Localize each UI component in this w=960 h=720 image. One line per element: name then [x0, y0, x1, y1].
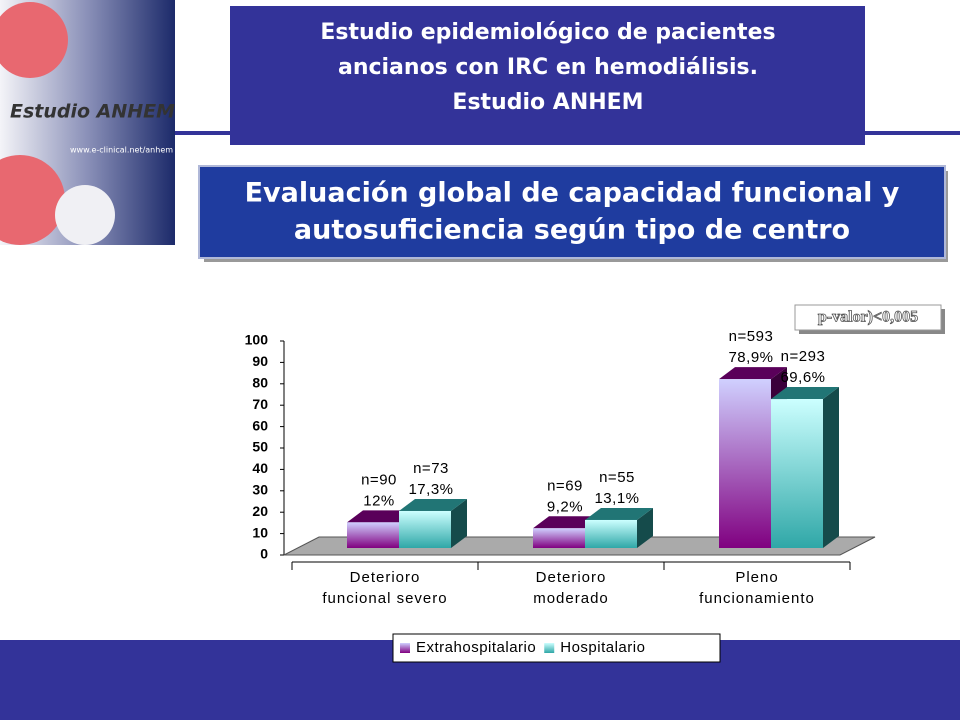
- y-tick-label: 50: [252, 439, 268, 455]
- value-label: 13,1%: [594, 490, 639, 507]
- annotation-box: [794, 304, 942, 331]
- legend-label: Hospitalario: [560, 639, 645, 656]
- logo-url: www.e-clinical.net/anhem: [70, 146, 173, 155]
- subtitle-box: [198, 165, 946, 259]
- bar-side: [637, 507, 653, 548]
- n-label: n=90: [361, 471, 397, 488]
- x-tick-label: Pleno: [735, 569, 778, 586]
- y-tick-label: 40: [252, 460, 268, 476]
- legend-label: Extrahospitalario: [416, 639, 536, 656]
- x-tick-label: Deterioro: [350, 569, 421, 586]
- bar-top: [585, 507, 653, 520]
- value-label: 9,2%: [547, 498, 583, 515]
- value-label: 78,9%: [728, 349, 773, 366]
- n-label: n=73: [413, 460, 449, 477]
- bar-side: [451, 498, 467, 548]
- x-tick-label: moderado: [533, 590, 609, 607]
- legend-swatch: [400, 643, 410, 653]
- y-tick-label: 60: [252, 417, 268, 433]
- y-tick-label: 0: [260, 546, 268, 562]
- n-label: n=69: [547, 477, 583, 494]
- logo: Estudio ANHEM www.e-clinical.net/anhem: [0, 0, 175, 245]
- x-tick-label: funcionamiento: [699, 590, 815, 607]
- y-tick-label: 10: [252, 524, 268, 540]
- bar: [399, 498, 467, 548]
- n-label: n=593: [729, 328, 774, 345]
- y-tick-label: 100: [245, 332, 269, 348]
- value-label: 12%: [363, 492, 395, 509]
- logo-shape: [55, 185, 115, 245]
- logo-title: Estudio ANHEM: [10, 101, 175, 123]
- bar-front: [585, 519, 637, 548]
- bar-side: [823, 387, 839, 548]
- y-tick-label: 70: [252, 396, 268, 412]
- bar-front: [771, 399, 823, 548]
- header-box: [230, 6, 865, 145]
- subtitle: autosuficiencia según tipo de centro: [294, 215, 850, 246]
- header-title: Estudio ANHEM: [452, 90, 643, 115]
- y-tick-label: 80: [252, 375, 268, 391]
- y-tick-label: 90: [252, 353, 268, 369]
- x-tick-label: funcional severo: [322, 590, 447, 607]
- value-label: 69,6%: [780, 369, 825, 386]
- bar-top: [347, 510, 415, 523]
- bar-front: [399, 510, 451, 548]
- legend-box: [392, 633, 721, 663]
- bar-front: [719, 379, 771, 548]
- bar: [771, 387, 839, 548]
- bar-top: [533, 516, 601, 529]
- logo-shape: [0, 2, 68, 78]
- annotation: p-valor)<0,005: [818, 309, 918, 326]
- bar-front: [347, 522, 399, 548]
- y-tick-label: 30: [252, 482, 268, 498]
- chart: 0 10 20 30 40 50 60 70 80 90 100 Deterioro funcional…: [245, 304, 945, 663]
- logo-shape: [0, 155, 65, 245]
- bar-front: [533, 528, 585, 548]
- n-label: n=55: [599, 469, 635, 486]
- value-label: 17,3%: [408, 481, 453, 498]
- n-label: n=293: [781, 348, 826, 365]
- bar-top: [399, 498, 467, 511]
- bar-top: [771, 387, 839, 400]
- bar: [585, 507, 653, 548]
- x-tick-label: Deterioro: [536, 569, 607, 586]
- legend-swatch: [544, 643, 555, 653]
- y-tick-label: 20: [252, 503, 268, 519]
- header-title: Estudio epidemiológico de pacientes: [320, 20, 775, 45]
- subtitle: Evaluación global de capacidad funcional…: [245, 178, 900, 209]
- header-title: ancianos con IRC en hemodiálisis.: [338, 55, 758, 80]
- bar-top: [719, 367, 787, 380]
